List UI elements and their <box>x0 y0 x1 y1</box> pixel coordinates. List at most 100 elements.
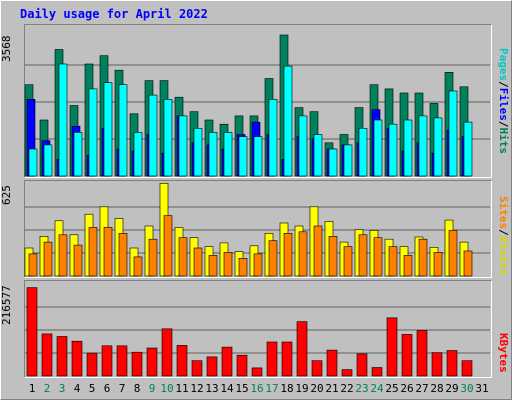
kbytes-bar <box>206 356 218 377</box>
kbytes-bar <box>311 360 323 377</box>
x-tick-label: 1 <box>29 382 36 395</box>
pages-bar <box>223 132 233 177</box>
pages-bar <box>193 128 203 177</box>
sites-bar <box>88 227 98 277</box>
x-tick-label: 16 <box>250 382 263 395</box>
kbytes-bar <box>101 345 113 377</box>
sites-bar <box>343 246 353 277</box>
pages-bar <box>388 123 398 177</box>
x-tick-label: 21 <box>325 382 338 395</box>
kbytes-bar <box>116 345 128 377</box>
sites-bar <box>28 253 38 277</box>
kbytes-bar <box>41 333 53 377</box>
sites-bar <box>133 256 143 277</box>
pages-bar <box>208 132 218 177</box>
x-tick-label: 25 <box>385 382 398 395</box>
kbytes-bar <box>296 321 308 377</box>
pages-bar <box>58 63 68 177</box>
x-tick-label: 5 <box>89 382 96 395</box>
kbytes-bar <box>461 360 473 377</box>
kbytes-bar <box>416 330 428 377</box>
pages-bar <box>373 119 383 177</box>
x-tick-label: 27 <box>415 382 428 395</box>
x-tick-label: 19 <box>295 382 308 395</box>
sites-legend: Sites/Visits <box>497 196 510 276</box>
legend-files: Files <box>497 87 510 121</box>
kbytes-bar <box>71 340 83 377</box>
kbytes-bar <box>266 341 278 377</box>
kbytes-legend: KBytes <box>492 330 510 376</box>
pages-bar <box>88 88 98 177</box>
sites-bar <box>208 255 218 277</box>
kbytes-bar <box>371 367 383 377</box>
x-tick-label: 4 <box>74 382 81 395</box>
x-tick-label: 23 <box>355 382 368 395</box>
pages-bar <box>343 144 353 177</box>
kbytes-bar <box>326 349 338 377</box>
pages-bar <box>418 115 428 177</box>
pages-bar <box>313 134 323 177</box>
sites-bar <box>178 237 188 277</box>
kbytes-bar <box>146 347 158 377</box>
x-tick-label: 22 <box>340 382 353 395</box>
kbytes-bar <box>161 328 173 377</box>
x-tick-label: 10 <box>160 382 173 395</box>
pages-bar <box>163 99 173 177</box>
kbytes-bar <box>131 351 143 377</box>
sites-bar <box>358 234 368 277</box>
pages-bar <box>148 94 158 177</box>
kbytes-bar <box>401 334 413 377</box>
pages-bar <box>238 136 248 177</box>
kbytes-bar <box>341 369 353 377</box>
sites-bar <box>103 227 113 277</box>
x-tick-label: 17 <box>265 382 278 395</box>
legend-hits: Hits <box>497 127 510 155</box>
x-tick-label: 9 <box>149 382 156 395</box>
sites-bar <box>433 252 443 277</box>
x-tick-label: 13 <box>205 382 218 395</box>
sites-bar <box>403 255 413 277</box>
pages-bar <box>403 119 413 177</box>
pages-bar <box>43 144 53 177</box>
sites-bar <box>148 238 158 277</box>
kbytes-bar <box>221 346 233 377</box>
sites-bar <box>223 252 233 277</box>
chart-title: Daily usage for April 2022 <box>20 7 208 21</box>
sites-bar <box>328 236 338 277</box>
x-tick-label: 8 <box>134 382 141 395</box>
x-tick-label: 2 <box>44 382 51 395</box>
sites-bar <box>283 233 293 277</box>
sites-bar <box>118 233 128 277</box>
kbytes-bar <box>191 360 203 377</box>
x-tick-label: 28 <box>430 382 443 395</box>
pages-bar <box>358 128 368 177</box>
legend-sites: Sites <box>497 196 510 230</box>
x-tick-label: 7 <box>119 382 126 395</box>
x-tick-label: 6 <box>104 382 111 395</box>
pages-bar <box>283 65 293 177</box>
sites-bar <box>193 247 203 277</box>
pages-bar <box>133 132 143 177</box>
pages-bar <box>433 117 443 177</box>
legend-kbytes: KBytes <box>497 333 510 373</box>
sites-bar <box>418 238 428 277</box>
sites-bar <box>373 237 383 277</box>
sites-bar <box>238 257 248 277</box>
x-tick-label: 15 <box>235 382 248 395</box>
kbytes-bar <box>56 336 68 377</box>
x-tick-label: 31 <box>475 382 488 395</box>
sites-bar <box>313 225 323 277</box>
kbytes-bar <box>356 353 368 377</box>
pages-bar <box>298 115 308 177</box>
kbytes-bar <box>26 287 38 377</box>
sites-bar <box>448 230 458 277</box>
x-tick-label: 24 <box>370 382 384 395</box>
hits-legend: Pages/Files/Hits <box>497 48 510 155</box>
sites-bar <box>73 244 83 277</box>
pages-bar <box>253 136 263 177</box>
x-tick-label: 11 <box>175 382 188 395</box>
kbytes-bar <box>386 317 398 377</box>
legend-pages: Pages <box>497 48 510 82</box>
kbytes-bar <box>431 352 443 377</box>
